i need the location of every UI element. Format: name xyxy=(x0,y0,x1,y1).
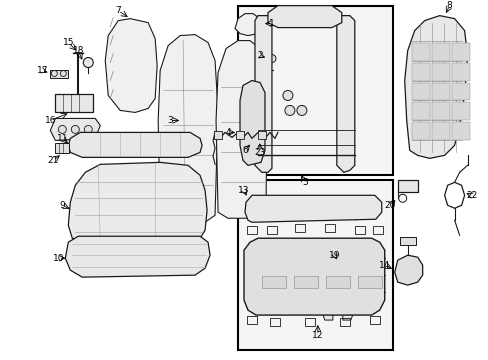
Bar xyxy=(50,69,68,77)
Bar xyxy=(258,131,265,139)
Text: 7: 7 xyxy=(115,6,121,15)
Bar xyxy=(411,122,429,140)
Text: 6: 6 xyxy=(242,146,247,155)
Bar xyxy=(431,63,448,81)
Bar xyxy=(214,131,222,139)
Circle shape xyxy=(51,71,57,77)
Polygon shape xyxy=(404,15,467,158)
Bar xyxy=(327,262,347,300)
Polygon shape xyxy=(216,41,266,218)
Circle shape xyxy=(296,105,306,116)
Bar xyxy=(397,180,417,192)
Bar xyxy=(411,63,429,81)
Text: 13: 13 xyxy=(238,186,249,195)
Polygon shape xyxy=(267,6,341,28)
Bar xyxy=(236,131,244,139)
Polygon shape xyxy=(235,14,262,36)
Bar xyxy=(451,103,468,121)
Polygon shape xyxy=(342,303,353,320)
Polygon shape xyxy=(240,81,264,165)
Text: 14: 14 xyxy=(378,261,389,270)
Text: 8: 8 xyxy=(446,1,451,10)
Text: 1: 1 xyxy=(268,19,274,28)
Text: 10: 10 xyxy=(53,254,64,263)
Polygon shape xyxy=(321,303,332,320)
Bar xyxy=(431,122,448,140)
Bar xyxy=(55,143,69,153)
Bar xyxy=(451,42,468,60)
Bar xyxy=(411,82,429,100)
Text: 12: 12 xyxy=(311,330,323,339)
Text: 21: 21 xyxy=(47,156,59,165)
Text: 2: 2 xyxy=(257,51,262,60)
Bar xyxy=(262,276,285,288)
Circle shape xyxy=(60,71,66,77)
Circle shape xyxy=(58,125,66,134)
Bar xyxy=(238,6,392,175)
Circle shape xyxy=(285,105,294,116)
Polygon shape xyxy=(394,255,422,285)
Circle shape xyxy=(267,55,275,63)
Polygon shape xyxy=(158,35,218,222)
Circle shape xyxy=(84,125,92,134)
Bar xyxy=(411,103,429,121)
Text: 3: 3 xyxy=(167,116,173,125)
Polygon shape xyxy=(254,15,271,172)
Bar xyxy=(431,82,448,100)
Circle shape xyxy=(283,90,292,100)
Bar xyxy=(293,276,317,288)
Text: 20: 20 xyxy=(383,201,395,210)
Text: 9: 9 xyxy=(60,201,65,210)
Polygon shape xyxy=(336,15,354,172)
Bar xyxy=(451,82,468,100)
Circle shape xyxy=(83,58,93,68)
Text: 4: 4 xyxy=(225,128,230,137)
Polygon shape xyxy=(68,162,206,242)
Circle shape xyxy=(71,125,79,134)
Polygon shape xyxy=(244,195,381,222)
Bar xyxy=(55,94,93,112)
Polygon shape xyxy=(65,236,210,277)
Text: 11: 11 xyxy=(57,134,68,143)
Polygon shape xyxy=(244,238,384,315)
Text: 5: 5 xyxy=(302,178,307,187)
Text: 22: 22 xyxy=(465,191,476,200)
Bar xyxy=(451,63,468,81)
Text: 18: 18 xyxy=(72,46,84,55)
Bar xyxy=(451,122,468,140)
Text: 15: 15 xyxy=(62,38,74,47)
Bar xyxy=(357,276,381,288)
Text: 23: 23 xyxy=(254,148,265,157)
Bar xyxy=(238,180,392,350)
Polygon shape xyxy=(68,132,202,157)
Bar xyxy=(431,103,448,121)
Bar xyxy=(399,237,415,245)
Text: 16: 16 xyxy=(44,116,56,125)
Polygon shape xyxy=(105,19,157,112)
Polygon shape xyxy=(50,118,100,140)
Bar xyxy=(411,42,429,60)
Bar xyxy=(325,276,349,288)
Text: 17: 17 xyxy=(37,66,48,75)
Text: 19: 19 xyxy=(328,251,340,260)
Bar xyxy=(431,42,448,60)
